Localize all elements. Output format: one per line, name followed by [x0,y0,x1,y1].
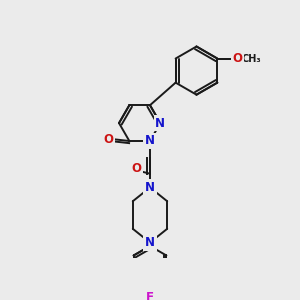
Text: O: O [232,52,242,65]
Text: O: O [104,133,114,146]
Text: O: O [131,162,141,175]
Text: CH₃: CH₃ [242,53,262,64]
Text: N: N [155,117,165,130]
Text: N: N [145,181,155,194]
Text: O: O [238,53,247,64]
Text: N: N [145,236,155,249]
Text: F: F [146,291,154,300]
Text: N: N [145,134,155,148]
